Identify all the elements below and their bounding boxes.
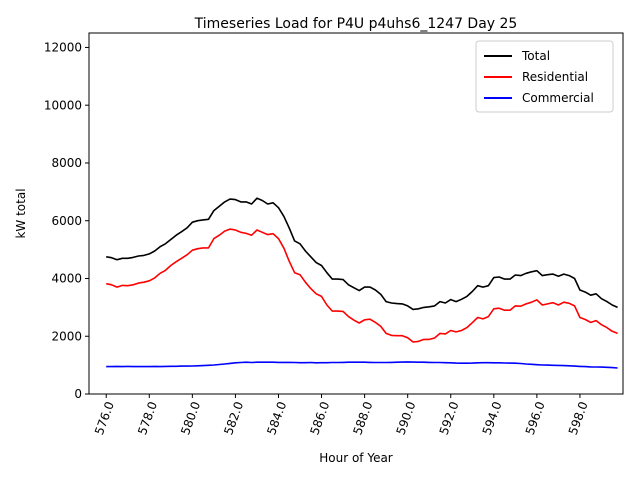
y-axis-title: kW total xyxy=(14,188,28,238)
x-tick-label: 588.0 xyxy=(350,400,375,437)
y-tick-label: 8000 xyxy=(51,156,82,170)
x-tick-label: 578.0 xyxy=(135,400,160,437)
x-tick-label: 584.0 xyxy=(264,400,289,437)
legend-label-commercial: Commercial xyxy=(522,91,594,105)
x-axis: 576.0 578.0 580.0 582.0 584.0 586.0 588.0 590.0… xyxy=(92,394,591,437)
y-tick-label: 0 xyxy=(74,387,82,401)
legend-label-residential: Residential xyxy=(522,70,588,84)
legend-label-total: Total xyxy=(521,49,550,63)
x-tick-label: 576.0 xyxy=(92,400,117,437)
x-tick-label: 598.0 xyxy=(566,400,591,437)
x-tick-label: 596.0 xyxy=(523,400,548,437)
legend-box xyxy=(475,40,614,113)
series-line-commercial xyxy=(106,361,618,369)
y-tick-label: 4000 xyxy=(51,272,82,286)
x-tick-label: 592.0 xyxy=(437,400,462,437)
x-tick-label: 580.0 xyxy=(178,400,203,437)
x-tick-label: 594.0 xyxy=(480,400,505,437)
chart-title: Timeseries Load for P4U p4uhs6_1247 Day … xyxy=(194,16,518,32)
series-line-residential xyxy=(106,228,618,343)
series-layer xyxy=(106,197,618,369)
plot-frame xyxy=(88,32,624,395)
y-tick-label: 12000 xyxy=(44,41,82,55)
series-line-total xyxy=(106,197,618,311)
y-axis: 0 2000 4000 6000 8000 10000 12000 xyxy=(44,41,89,401)
plot-area xyxy=(88,32,624,395)
y-tick-label: 10000 xyxy=(44,98,82,112)
legend: Total Residential Commercial xyxy=(475,40,614,113)
y-tick-label: 6000 xyxy=(51,214,82,228)
x-axis-title: Hour of Year xyxy=(319,451,393,465)
x-tick-label: 590.0 xyxy=(394,400,419,437)
x-tick-label: 586.0 xyxy=(307,400,332,437)
x-tick-label: 582.0 xyxy=(221,400,246,437)
y-tick-label: 2000 xyxy=(51,329,82,343)
